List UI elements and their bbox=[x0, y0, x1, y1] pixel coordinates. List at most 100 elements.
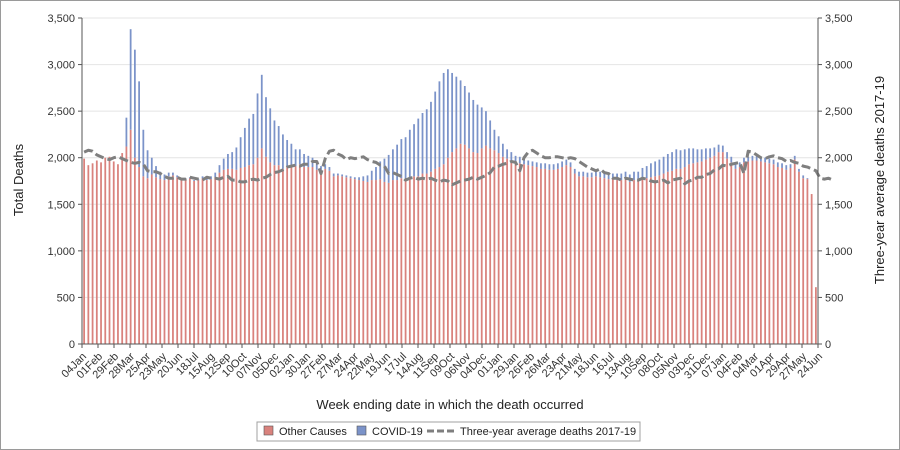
bar-covid-19 bbox=[603, 172, 606, 179]
bar-covid-19 bbox=[163, 174, 166, 181]
bar-other-causes bbox=[485, 145, 487, 344]
legend-swatch-other-causes bbox=[263, 425, 274, 436]
bar-other-causes bbox=[637, 181, 640, 344]
bar-other-causes bbox=[463, 144, 466, 344]
bar-other-causes bbox=[616, 180, 618, 344]
bar-covid-19 bbox=[172, 172, 174, 176]
bar-covid-19 bbox=[345, 175, 348, 178]
bar-other-causes bbox=[730, 162, 733, 344]
bar-other-causes bbox=[303, 167, 305, 344]
y-tick-label: 3,500 bbox=[47, 13, 75, 25]
bar-covid-19 bbox=[540, 163, 542, 169]
bar-covid-19 bbox=[451, 72, 454, 153]
bar-covid-19 bbox=[582, 171, 585, 177]
bar-covid-19 bbox=[413, 124, 415, 177]
bar-covid-19 bbox=[700, 149, 703, 162]
bar-other-causes bbox=[222, 169, 225, 344]
bar-covid-19 bbox=[290, 143, 293, 166]
bar-covid-19 bbox=[493, 129, 496, 151]
bar-other-causes bbox=[210, 179, 212, 344]
bar-other-causes bbox=[645, 178, 648, 344]
bar-other-causes bbox=[83, 158, 86, 344]
bar-covid-19 bbox=[730, 156, 733, 163]
bar-covid-19 bbox=[353, 177, 356, 180]
bar-other-causes bbox=[180, 180, 183, 344]
bar-covid-19 bbox=[527, 160, 530, 166]
bar-other-causes bbox=[294, 166, 297, 344]
bar-other-causes bbox=[531, 166, 534, 344]
bar-covid-19 bbox=[768, 158, 771, 164]
bar-other-causes bbox=[717, 152, 720, 344]
bar-covid-19 bbox=[755, 155, 758, 161]
bar-other-causes bbox=[176, 177, 179, 344]
bar-covid-19 bbox=[150, 157, 153, 175]
bar-covid-19 bbox=[607, 173, 610, 180]
bar-other-causes bbox=[814, 287, 817, 344]
bar-covid-19 bbox=[692, 148, 695, 164]
bar-covid-19 bbox=[535, 162, 538, 168]
bar-other-causes bbox=[738, 167, 741, 344]
bar-covid-19 bbox=[239, 137, 242, 168]
bar-other-causes bbox=[184, 179, 187, 344]
legend-label-other-causes: Other Causes bbox=[279, 426, 347, 438]
bar-other-causes bbox=[138, 167, 140, 344]
bar-covid-19 bbox=[565, 159, 568, 166]
bar-covid-19 bbox=[506, 149, 508, 159]
bar-other-causes bbox=[802, 178, 805, 344]
bar-other-causes bbox=[341, 176, 344, 344]
bar-covid-19 bbox=[146, 150, 149, 179]
bar-other-causes bbox=[442, 164, 445, 344]
bar-covid-19 bbox=[552, 164, 555, 170]
bar-covid-19 bbox=[307, 155, 310, 168]
bar-other-causes bbox=[793, 159, 796, 344]
bar-other-causes bbox=[666, 171, 669, 344]
bar-covid-19 bbox=[683, 149, 686, 168]
bar-covid-19 bbox=[556, 163, 559, 169]
bar-covid-19 bbox=[776, 162, 779, 168]
bar-other-causes bbox=[548, 169, 551, 344]
bar-other-causes bbox=[603, 178, 606, 344]
bar-covid-19 bbox=[298, 149, 301, 165]
bar-other-causes bbox=[133, 157, 136, 344]
bar-covid-19 bbox=[544, 163, 547, 169]
bar-other-causes bbox=[768, 163, 771, 344]
bar-covid-19 bbox=[472, 99, 475, 153]
bar-other-causes bbox=[332, 176, 335, 344]
bar-other-causes bbox=[679, 168, 682, 344]
bar-other-causes bbox=[150, 174, 153, 344]
bar-covid-19 bbox=[129, 29, 132, 130]
y-tick-label: 2,500 bbox=[47, 106, 75, 118]
bar-other-causes bbox=[755, 160, 758, 344]
bar-other-causes bbox=[337, 175, 339, 344]
bar-other-causes bbox=[789, 167, 792, 344]
bar-covid-19 bbox=[328, 167, 331, 171]
bar-other-causes bbox=[413, 176, 415, 344]
bar-covid-19 bbox=[713, 147, 716, 156]
bar-other-causes bbox=[205, 180, 208, 344]
bar-covid-19 bbox=[438, 81, 441, 168]
bar-other-causes bbox=[417, 176, 420, 344]
bar-other-causes bbox=[146, 178, 149, 344]
bar-covid-19 bbox=[379, 161, 382, 180]
bar-other-causes bbox=[121, 153, 124, 344]
bar-other-causes bbox=[201, 178, 204, 344]
bar-other-causes bbox=[227, 168, 229, 344]
bar-covid-19 bbox=[561, 161, 563, 168]
bar-covid-19 bbox=[125, 117, 128, 147]
bar-other-causes bbox=[197, 180, 200, 344]
bar-other-causes bbox=[142, 176, 145, 344]
bar-covid-19 bbox=[806, 178, 809, 180]
bar-other-causes bbox=[561, 167, 563, 344]
bar-other-causes bbox=[700, 161, 703, 344]
bar-other-causes bbox=[489, 148, 492, 344]
bar-other-causes bbox=[595, 176, 597, 344]
bar-other-causes bbox=[298, 164, 301, 344]
bar-other-causes bbox=[540, 168, 542, 344]
bar-other-causes bbox=[472, 152, 475, 344]
bar-other-causes bbox=[810, 194, 813, 344]
bar-other-causes bbox=[662, 173, 665, 344]
bar-covid-19 bbox=[459, 80, 462, 144]
bar-covid-19 bbox=[717, 144, 720, 153]
bar-covid-19 bbox=[159, 171, 162, 180]
